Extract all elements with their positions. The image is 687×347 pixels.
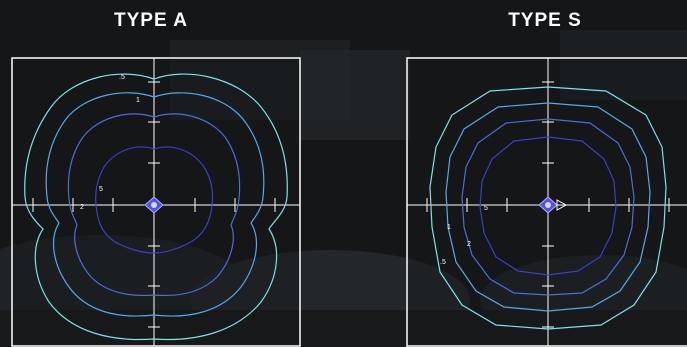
type-s-contour-outer [429, 86, 667, 330]
type-a-contour-label: .5 [119, 74, 125, 81]
type-a-contour-outer [24, 73, 288, 341]
type-a-title: TYPE A [114, 10, 188, 31]
type-s-contour-label: 5 [484, 205, 488, 212]
luminaire-marker-icon [538, 196, 568, 214]
type-a-contour-label: 2 [80, 204, 84, 211]
type-a-contour-label: 5 [99, 186, 103, 193]
type-s-ticks [426, 81, 670, 328]
type-a-contour-inner [67, 113, 241, 297]
type-s-contour-label: 1 [447, 224, 451, 231]
type-a-ticks [32, 81, 276, 328]
type-s-contour-core [479, 136, 617, 276]
type-s-contour-inner [461, 118, 635, 296]
type-s-contour-label: .5 [440, 259, 446, 266]
type-a-contour-mid [45, 92, 265, 317]
type-s-distribution-diagram: 1 2 .5 5 [406, 57, 687, 347]
type-a-contour-core [95, 146, 214, 254]
luminaire-marker-icon [144, 196, 164, 214]
type-s-contour-mid [445, 102, 651, 312]
type-a-contour-label: 1 [136, 97, 140, 104]
type-a-distribution-diagram: .5 1 5 2 [11, 57, 301, 347]
type-s-contour-label: 2 [467, 241, 471, 248]
type-s-title: TYPE S [508, 10, 582, 31]
